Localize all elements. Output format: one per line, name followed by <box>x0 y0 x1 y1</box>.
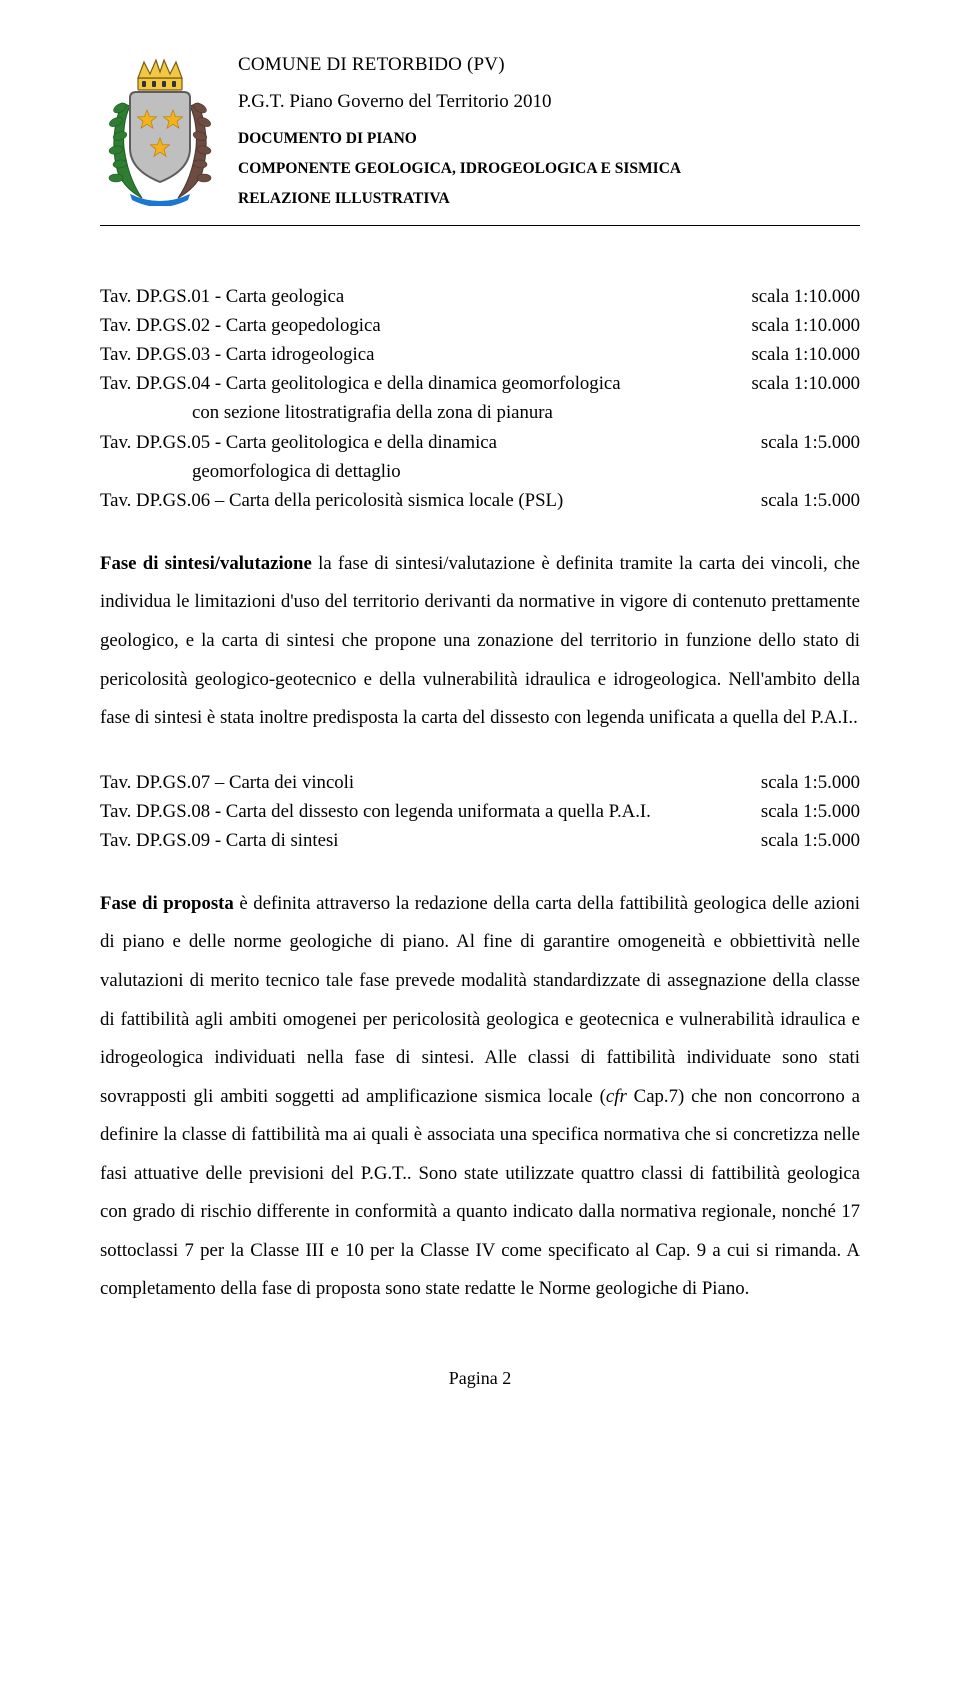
para-proposta-cfr: cfr <box>606 1086 627 1107</box>
tav-label: Tav. DP.GS.03 - Carta idrogeologica <box>100 340 728 369</box>
tav-scale: scala 1:5.000 <box>737 826 860 855</box>
tav-scale: scala 1:5.000 <box>737 486 860 515</box>
tav-scale: scala 1:10.000 <box>728 340 861 369</box>
tav-label: Tav. DP.GS.07 – Carta dei vincoli <box>100 768 737 797</box>
tav-row: Tav. DP.GS.04 - Carta geolitologica e de… <box>100 369 860 398</box>
page-footer: Pagina 2 <box>100 1365 860 1393</box>
tav-scale: scala 1:5.000 <box>737 768 860 797</box>
para-sintesi-body: la fase di sintesi/valutazione è definit… <box>100 553 860 728</box>
para-sintesi-lead: Fase di sintesi/valutazione <box>100 553 312 574</box>
header-comune: COMUNE DI RETORBIDO (PV) <box>238 50 860 79</box>
tav-row: Tav. DP.GS.06 – Carta della pericolosità… <box>100 486 860 515</box>
para-proposta: Fase di proposta è definita attraverso l… <box>100 885 860 1309</box>
header: COMUNE DI RETORBIDO (PV) P.G.T. Piano Go… <box>100 48 860 211</box>
crest <box>100 48 220 211</box>
tav-continuation: geomorfologica di dettaglio <box>100 457 860 486</box>
tav-row: Tav. DP.GS.07 – Carta dei vincoliscala 1… <box>100 768 860 797</box>
para-sintesi: Fase di sintesi/valutazione la fase di s… <box>100 545 860 738</box>
tav-row: Tav. DP.GS.02 - Carta geopedologicascala… <box>100 311 860 340</box>
tav-label: Tav. DP.GS.01 - Carta geologica <box>100 282 728 311</box>
header-doc: DOCUMENTO DI PIANO <box>238 127 860 151</box>
tav-continuation: con sezione litostratigrafia della zona … <box>100 398 860 427</box>
tav-row: Tav. DP.GS.01 - Carta geologicascala 1:1… <box>100 282 860 311</box>
tav-scale: scala 1:10.000 <box>728 282 861 311</box>
header-text: COMUNE DI RETORBIDO (PV) P.G.T. Piano Go… <box>238 48 860 211</box>
tav-label: Tav. DP.GS.02 - Carta geopedologica <box>100 311 728 340</box>
para-proposta-body-b: Cap.7) che non concorrono a definire la … <box>100 1086 860 1300</box>
tav-continuation-text: con sezione litostratigrafia della zona … <box>100 398 860 427</box>
tav-row: Tav. DP.GS.05 - Carta geolitologica e de… <box>100 428 860 457</box>
para-proposta-body-a: è definita attraverso la redazione della… <box>100 893 860 1107</box>
tav-row: Tav. DP.GS.08 - Carta del dissesto con l… <box>100 797 860 826</box>
tav-label: Tav. DP.GS.08 - Carta del dissesto con l… <box>100 797 737 826</box>
tav-scale: scala 1:5.000 <box>737 797 860 826</box>
tav-label: Tav. DP.GS.05 - Carta geolitologica e de… <box>100 428 737 457</box>
tav-row: Tav. DP.GS.03 - Carta idrogeologicascala… <box>100 340 860 369</box>
header-pgt: P.G.T. Piano Governo del Territorio 2010 <box>238 87 860 116</box>
tav-row: Tav. DP.GS.09 - Carta di sintesiscala 1:… <box>100 826 860 855</box>
tav-label: Tav. DP.GS.09 - Carta di sintesi <box>100 826 737 855</box>
header-comp: COMPONENTE GEOLOGICA, IDROGEOLOGICA E SI… <box>238 157 860 181</box>
tav-scale: scala 1:5.000 <box>737 428 860 457</box>
tav-list-2: Tav. DP.GS.07 – Carta dei vincoliscala 1… <box>100 768 860 855</box>
header-rel: RELAZIONE ILLUSTRATIVA <box>238 187 860 211</box>
tav-label: Tav. DP.GS.06 – Carta della pericolosità… <box>100 486 737 515</box>
crest-icon <box>100 48 220 206</box>
tav-list-1: Tav. DP.GS.01 - Carta geologicascala 1:1… <box>100 282 860 515</box>
tav-label: Tav. DP.GS.04 - Carta geolitologica e de… <box>100 369 728 398</box>
tav-continuation-text: geomorfologica di dettaglio <box>100 457 860 486</box>
tav-scale: scala 1:10.000 <box>728 369 861 398</box>
tav-scale: scala 1:10.000 <box>728 311 861 340</box>
para-proposta-lead: Fase di proposta <box>100 893 234 914</box>
header-rule <box>100 225 860 226</box>
